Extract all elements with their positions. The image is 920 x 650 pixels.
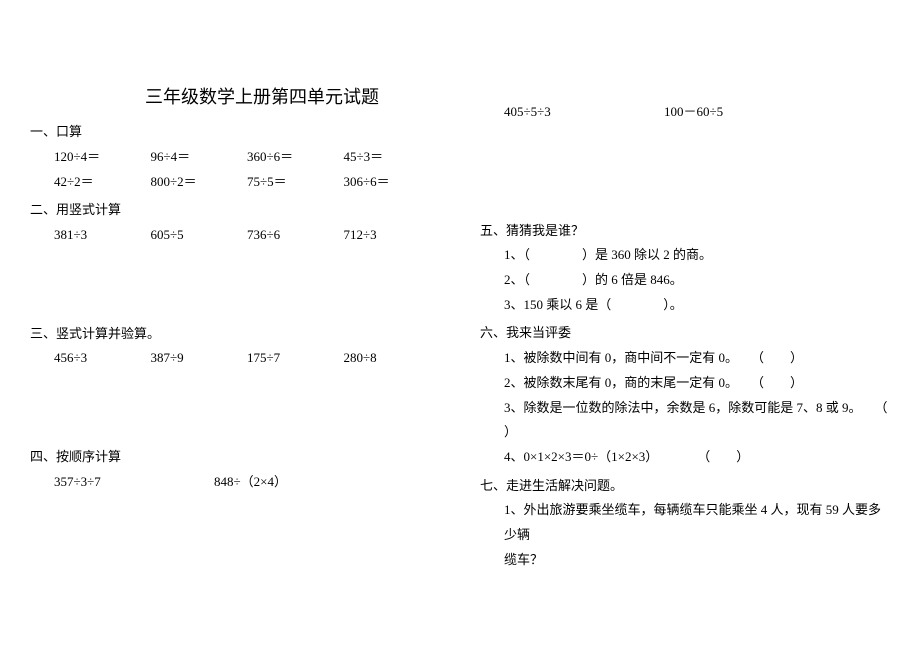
q5-2: 2、（ ）的 6 倍是 846。 (480, 268, 890, 293)
sec1-row2: 42÷2＝ 800÷2＝ 75÷5＝ 306÷6＝ (30, 170, 440, 195)
spacer (480, 199, 890, 219)
eq: 712÷3 (344, 223, 441, 248)
eq: 360÷6＝ (247, 145, 344, 170)
eq: 280÷8 (344, 346, 441, 371)
sec4-row2: 405÷5÷3 100－60÷5 (480, 100, 890, 125)
section-4: 四、按顺序计算 357÷3÷7 848÷（2×4） (30, 445, 440, 494)
section-3-heading: 三、竖式计算并验算。 (30, 322, 440, 347)
section-5: 五、猜猜我是谁？ 1、（ ）是 360 除以 2 的商。 2、（ ）的 6 倍是… (480, 219, 890, 318)
q6-1: 1、被除数中间有 0，商中间不一定有 0。 （ ） (480, 346, 890, 371)
page-title: 三年级数学上册第四单元试题 (30, 80, 440, 114)
q6-3a: 3、除数是一位数的除法中，余数是 6，除数可能是 7、8 或 9。 （ (480, 396, 890, 421)
sec3-row: 456÷3 387÷9 175÷7 280÷8 (30, 346, 440, 371)
eq: 381÷3 (54, 223, 151, 248)
q5-1: 1、（ ）是 360 除以 2 的商。 (480, 243, 890, 268)
eq: 306÷6＝ (344, 170, 441, 195)
eq: 848÷（2×4） (214, 470, 374, 495)
eq: 456÷3 (54, 346, 151, 371)
section-4-heading: 四、按顺序计算 (30, 445, 440, 470)
eq: 175÷7 (247, 346, 344, 371)
q6-4: 4、0×1×2×3＝0÷（1×2×3） （ ） (480, 445, 890, 470)
section-6: 六、我来当评委 1、被除数中间有 0，商中间不一定有 0。 （ ） 2、被除数末… (480, 321, 890, 469)
section-2-heading: 二、用竖式计算 (30, 198, 440, 223)
eq: 800÷2＝ (151, 170, 248, 195)
q5-3: 3、150 乘以 6 是（ ）。 (480, 293, 890, 318)
eq: 357÷3÷7 (54, 470, 214, 495)
q6-2: 2、被除数末尾有 0，商的末尾一定有 0。 （ ） (480, 371, 890, 396)
workspace (480, 129, 890, 199)
left-column: 三年级数学上册第四单元试题 一、口算 120÷4＝ 96÷4＝ 360÷6＝ 4… (30, 80, 460, 576)
worksheet-page: 三年级数学上册第四单元试题 一、口算 120÷4＝ 96÷4＝ 360÷6＝ 4… (0, 0, 920, 606)
eq: 75÷5＝ (247, 170, 344, 195)
spacer (480, 80, 890, 100)
sec4-row1: 357÷3÷7 848÷（2×4） (30, 470, 440, 495)
eq: 387÷9 (151, 346, 248, 371)
section-3: 三、竖式计算并验算。 456÷3 387÷9 175÷7 280÷8 (30, 322, 440, 371)
section-7: 七、走进生活解决问题。 1、外出旅游要乘坐缆车，每辆缆车只能乘坐 4 人，现有 … (480, 474, 890, 573)
eq: 42÷2＝ (54, 170, 151, 195)
sec2-row: 381÷3 605÷5 736÷6 712÷3 (30, 223, 440, 248)
section-1-heading: 一、口算 (30, 120, 440, 145)
eq: 605÷5 (151, 223, 248, 248)
eq: 96÷4＝ (151, 145, 248, 170)
section-5-heading: 五、猜猜我是谁？ (480, 219, 890, 244)
workspace (30, 375, 440, 445)
q7-1b: 缆车？ (480, 548, 890, 573)
eq: 100－60÷5 (664, 100, 824, 125)
sec1-row1: 120÷4＝ 96÷4＝ 360÷6＝ 45÷3＝ (30, 145, 440, 170)
eq: 736÷6 (247, 223, 344, 248)
section-7-heading: 七、走进生活解决问题。 (480, 474, 890, 499)
workspace (30, 252, 440, 322)
section-2: 二、用竖式计算 381÷3 605÷5 736÷6 712÷3 (30, 198, 440, 247)
section-6-heading: 六、我来当评委 (480, 321, 890, 346)
section-1: 一、口算 120÷4＝ 96÷4＝ 360÷6＝ 45÷3＝ 42÷2＝ 800… (30, 120, 440, 194)
eq: 120÷4＝ (54, 145, 151, 170)
q7-1a: 1、外出旅游要乘坐缆车，每辆缆车只能乘坐 4 人，现有 59 人要多少辆 (480, 498, 890, 547)
q6-3b: ） (480, 420, 890, 445)
eq: 45÷3＝ (344, 145, 441, 170)
eq: 405÷5÷3 (504, 100, 664, 125)
right-column: 405÷5÷3 100－60÷5 五、猜猜我是谁？ 1、（ ）是 360 除以 … (460, 80, 890, 576)
